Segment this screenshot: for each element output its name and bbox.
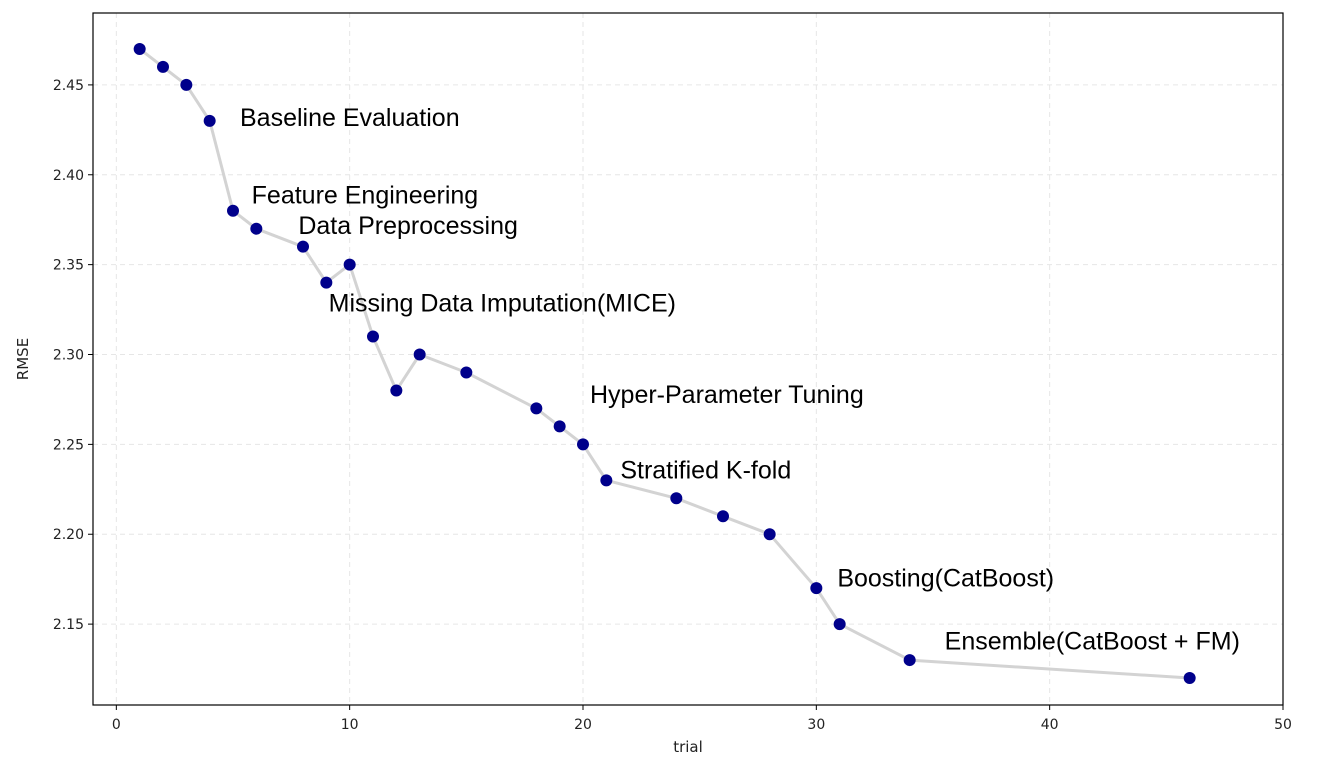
annotations: Baseline Evaluation Feature EngineeringDa… [240, 104, 1240, 655]
x-axis-ticks: 0 10 20 30 40 50 [112, 705, 1292, 733]
data-point [903, 654, 916, 667]
x-tick-label: 30 [807, 717, 825, 733]
data-point [203, 114, 216, 127]
data-point [157, 60, 169, 73]
grid [93, 13, 1284, 705]
data-point [390, 384, 403, 397]
y-axis-label: RMSE [14, 338, 32, 380]
series-markers [133, 42, 1196, 685]
data-point [577, 438, 589, 451]
series-line [138, 47, 1190, 680]
data-point [1183, 672, 1196, 685]
data-point [810, 582, 823, 595]
annotation-label: Data Preprocessing [298, 212, 518, 240]
y-tick-label: 2.40 [53, 168, 84, 184]
annotation-label: Hyper-Parameter Tuning [590, 381, 864, 409]
data-point [343, 258, 356, 271]
data-point [763, 528, 776, 541]
y-tick-label: 2.45 [53, 78, 84, 94]
data-point [530, 402, 543, 415]
data-point [833, 618, 846, 631]
annotation-label: Feature Engineering [252, 182, 479, 210]
data-point [367, 330, 379, 343]
annotation-label: Baseline Evaluation [240, 104, 460, 132]
data-point [413, 348, 426, 361]
data-point [297, 240, 309, 253]
y-tick-label: 2.35 [53, 258, 84, 274]
annotation-label: Ensemble(CatBoost + FM) [945, 627, 1240, 655]
data-point [133, 42, 146, 55]
data-point [717, 510, 729, 523]
annotation-label: Boosting(CatBoost) [837, 564, 1054, 592]
data-point [227, 204, 239, 217]
annotation-label: Missing Data Imputation(MICE) [329, 289, 676, 317]
data-point [250, 222, 263, 235]
data-point [600, 474, 613, 487]
data-point [460, 366, 473, 379]
plot-frame [92, 12, 1284, 706]
data-point [320, 276, 333, 289]
data-point [553, 420, 566, 433]
data-point [670, 492, 683, 505]
data-point [180, 78, 193, 91]
series-line-layer [138, 47, 1190, 680]
x-tick-label: 0 [112, 717, 121, 733]
x-tick-label: 20 [574, 717, 592, 733]
x-tick-label: 40 [1041, 717, 1059, 733]
x-axis-label: trial [673, 738, 703, 756]
x-tick-label: 10 [341, 717, 359, 733]
y-tick-label: 2.25 [53, 437, 84, 453]
x-tick-label: 50 [1274, 717, 1292, 733]
y-tick-label: 2.15 [53, 617, 84, 633]
annotation-label: Stratified K-fold [620, 457, 791, 485]
y-tick-label: 2.30 [53, 348, 84, 364]
y-axis-ticks: 2.15 2.20 2.25 2.30 2.35 2.40 2.45 [53, 78, 93, 633]
y-tick-label: 2.20 [53, 527, 84, 543]
